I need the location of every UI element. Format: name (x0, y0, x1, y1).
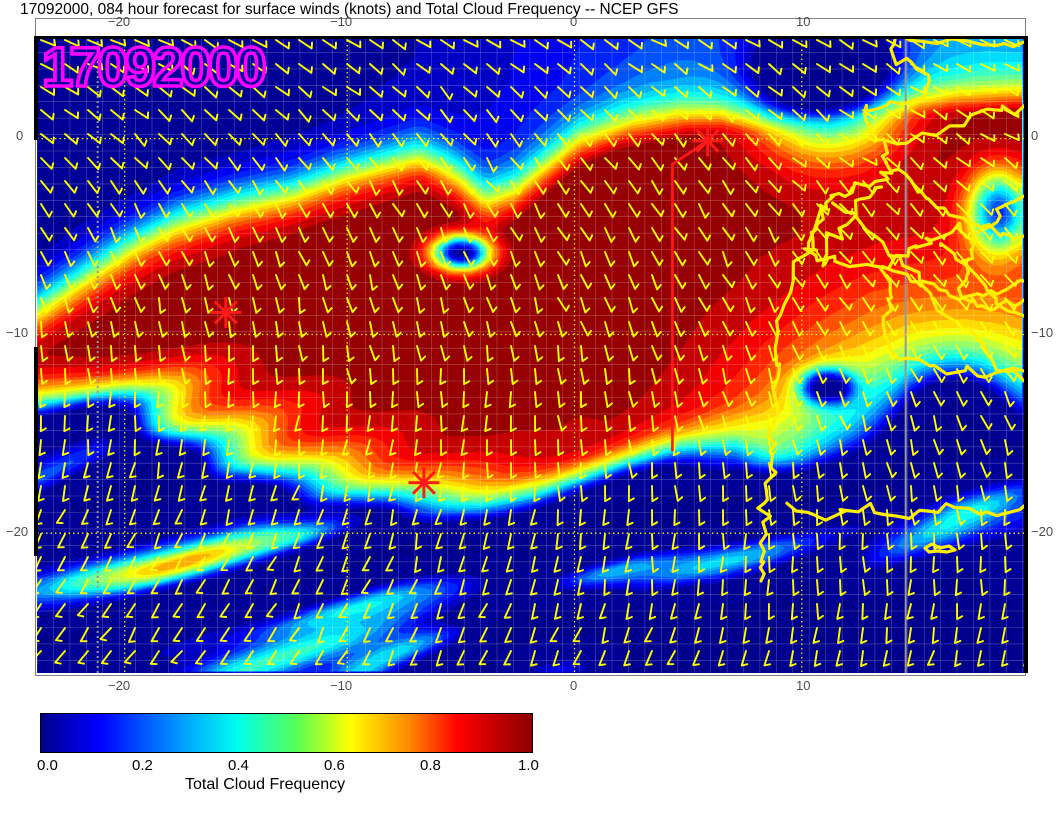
svg-text:17092000: 17092000 (42, 35, 265, 94)
